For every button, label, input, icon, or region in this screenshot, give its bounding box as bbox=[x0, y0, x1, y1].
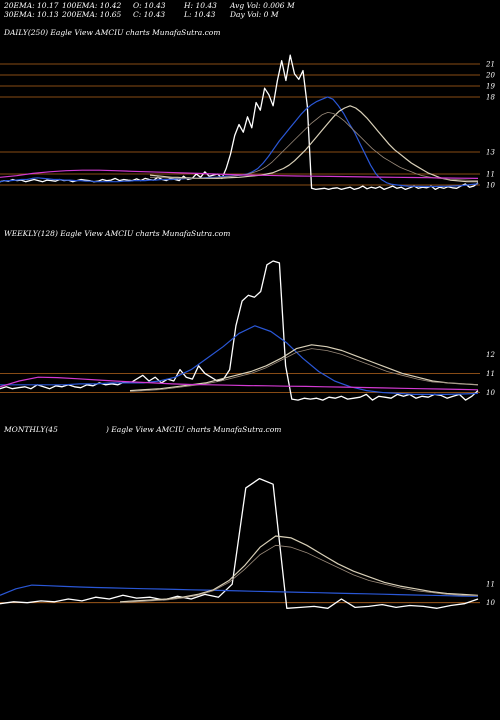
daily-ytick-10: 10 bbox=[486, 182, 495, 190]
ema30-readout: 30EMA: 10.13 bbox=[4, 10, 59, 19]
high-readout: H: 10.43 bbox=[184, 1, 217, 10]
daily-ytick-13: 13 bbox=[486, 149, 495, 157]
monthly-ytick-11: 11 bbox=[486, 581, 495, 589]
weekly-panel-label: WEEKLY(128) Eagle View AMCIU charts Muna… bbox=[4, 229, 231, 238]
indicator-header: 20EMA: 10.17 100EMA: 10.42 O: 10.43 H: 1… bbox=[0, 0, 500, 20]
weekly-magenta-line bbox=[0, 376, 479, 391]
daily-ytick-19: 19 bbox=[486, 83, 495, 91]
weekly-grayA-line bbox=[129, 344, 479, 392]
daily-ytick-20: 20 bbox=[485, 72, 495, 80]
monthly-ytick-10: 10 bbox=[486, 599, 495, 607]
weekly-price-line bbox=[0, 260, 479, 401]
monthly-price-line bbox=[0, 477, 479, 609]
daily-ytick-18: 18 bbox=[486, 94, 495, 102]
monthly-panel-label-right: ) Eagle View AMCIU charts MunafaSutra.co… bbox=[106, 425, 282, 434]
ema100-readout: 100EMA: 10.42 bbox=[62, 1, 122, 10]
open-readout: O: 10.43 bbox=[133, 1, 166, 10]
ema200-readout: 200EMA: 10.65 bbox=[62, 10, 122, 19]
weekly-ytick-10: 10 bbox=[486, 389, 495, 397]
daily-grayA-line bbox=[149, 105, 478, 183]
daily-grayB-line bbox=[150, 112, 479, 181]
daily-chart: 21 20 19 18 13 11 10 bbox=[0, 54, 495, 191]
weekly-ytick-12: 12 bbox=[486, 351, 495, 359]
weekly-chart: 12 11 10 bbox=[0, 260, 495, 401]
daily-ytick-21: 21 bbox=[485, 61, 495, 69]
daily-blue-line bbox=[0, 96, 479, 188]
daily-price-line bbox=[0, 54, 479, 191]
day-volume-readout: Day Vol: 0 M bbox=[230, 10, 279, 19]
close-readout: C: 10.43 bbox=[133, 10, 166, 19]
monthly-grayB-line bbox=[119, 544, 479, 604]
monthly-chart: 11 10 bbox=[0, 477, 495, 609]
monthly-grayA-line bbox=[119, 535, 479, 603]
ema20-readout: 20EMA: 10.17 bbox=[4, 1, 59, 10]
weekly-ytick-11: 11 bbox=[486, 370, 495, 378]
daily-panel-label: DAILY(250) Eagle View AMCIU charts Munaf… bbox=[4, 28, 221, 37]
avg-volume-readout: Avg Vol: 0.006 M bbox=[230, 1, 295, 10]
monthly-panel-label-left: MONTHLY(45 bbox=[4, 425, 58, 434]
daily-magenta-line bbox=[0, 169, 479, 179]
low-readout: L: 10.43 bbox=[184, 10, 216, 19]
weekly-grayB-line bbox=[129, 348, 479, 392]
monthly-blue-line bbox=[0, 584, 479, 597]
weekly-blue-line bbox=[0, 325, 479, 395]
daily-ytick-11: 11 bbox=[486, 171, 495, 179]
